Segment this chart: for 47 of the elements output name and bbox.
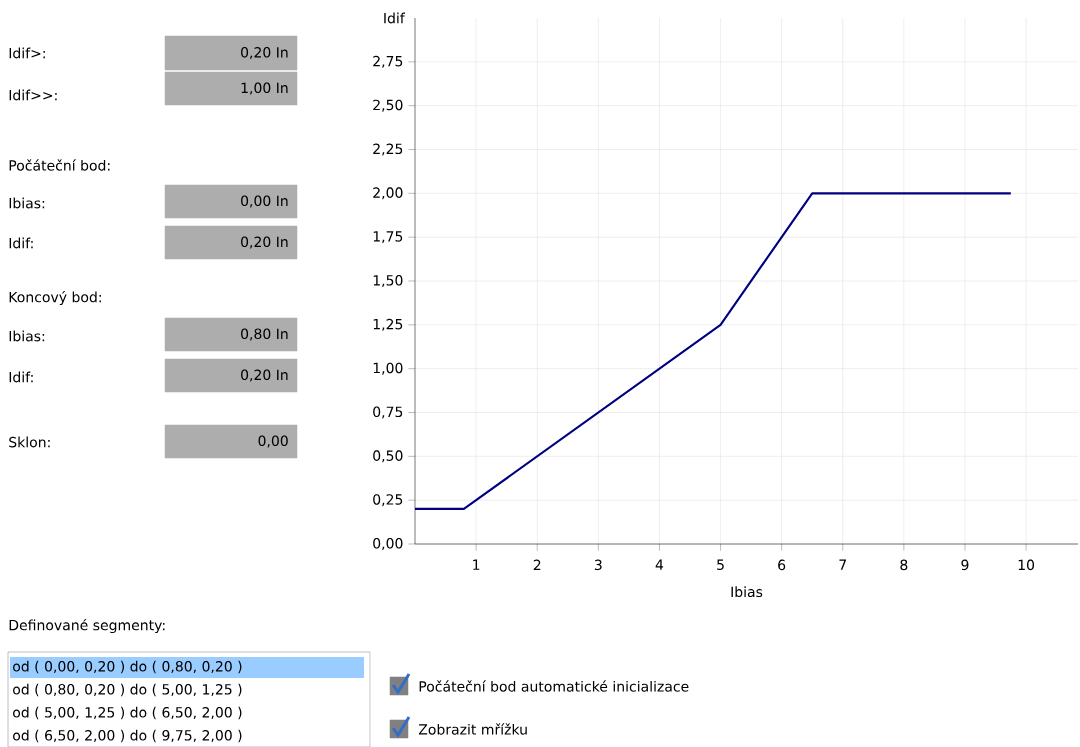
text: 1,00 In <box>241 82 288 95</box>
text: Sklon: <box>9 436 50 448</box>
x-tick-label: 4 <box>655 559 664 570</box>
x-tick-label: 7 <box>839 559 846 570</box>
text: Ibias: <box>9 197 45 209</box>
text: Idif: <box>9 371 33 383</box>
x-tick-label: 8 <box>900 559 908 571</box>
x-tick-label: 3 <box>594 559 602 571</box>
y-axis-title: Idif <box>384 12 406 24</box>
y-tick-label: 1,00 <box>373 362 403 375</box>
text: Idif>: <box>9 47 45 59</box>
x-tick-label: 2 <box>533 559 541 570</box>
text: Ibias: <box>9 330 45 342</box>
text: 0,00 <box>258 435 288 448</box>
x-tick-label: 10 <box>1018 559 1035 571</box>
y-tick-label: 2,50 <box>373 99 403 112</box>
text: Počáteční bod automatické inicializace <box>419 680 689 692</box>
x-tick-label: 9 <box>961 559 969 571</box>
y-tick-label: 0,00 <box>373 538 403 551</box>
text: Koncový bod: <box>9 290 101 306</box>
text: Idif: <box>9 237 33 249</box>
y-tick-label: 1,50 <box>373 275 403 288</box>
text: 0,80 In <box>241 328 288 341</box>
text: 0,20 In <box>241 236 288 249</box>
y-tick-label: 0,25 <box>373 494 403 507</box>
text: 0,20 In <box>241 46 288 60</box>
x-tick-label: 5 <box>717 559 724 570</box>
y-tick-label: 0,75 <box>373 406 403 419</box>
text: od ( 6,50, 2,00 ) do ( 9,75, 2,00 ) <box>13 729 242 743</box>
y-tick-label: 1,25 <box>373 318 403 331</box>
text: Definované segmenty: <box>9 618 165 634</box>
y-tick-label: 2,25 <box>373 143 403 156</box>
x-tick-label: 6 <box>778 559 786 571</box>
text: 0,20 In <box>241 369 288 382</box>
y-tick-label: 2,75 <box>373 55 403 68</box>
text: 0,00 In <box>241 195 288 208</box>
text: od ( 0,00, 0,20 ) do ( 0,80, 0,20 ) <box>13 660 242 674</box>
x-axis-title: Ibias <box>731 586 763 598</box>
text: Počáteční bod: <box>9 159 110 171</box>
y-tick-label: 0,50 <box>373 450 403 463</box>
y-tick-label: 2,00 <box>373 187 403 200</box>
text: Idif>>: <box>9 89 57 101</box>
text: Zobrazit mřížku <box>418 723 527 735</box>
text: od ( 5,00, 1,25 ) do ( 6,50, 2,00 ) <box>13 706 242 720</box>
y-tick-label: 1,75 <box>373 231 403 244</box>
x-tick-label: 1 <box>473 559 480 570</box>
text: od ( 0,80, 0,20 ) do ( 5,00, 1,25 ) <box>13 683 242 697</box>
